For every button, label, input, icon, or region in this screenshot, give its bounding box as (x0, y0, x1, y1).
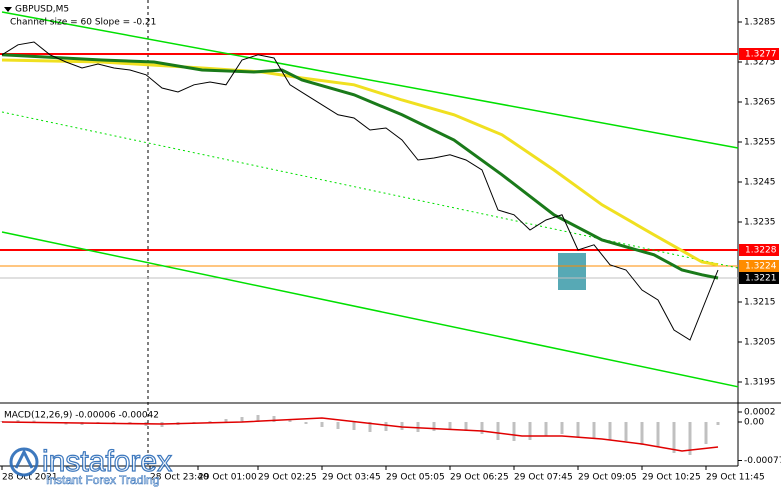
series-line (1, 111, 739, 269)
histogram-bar (640, 422, 644, 445)
histogram-bar (0, 421, 4, 422)
histogram-bar (464, 422, 468, 431)
histogram-bar (496, 422, 500, 440)
y-tick-label: 1.3215 (744, 298, 776, 308)
histogram-bar (224, 419, 228, 422)
x-tick-label: 28 Oct 23:40 (150, 473, 209, 483)
symbol-marker (4, 7, 12, 12)
histogram-bar (480, 422, 484, 434)
highlight-zone (558, 253, 586, 290)
histogram-bar (416, 422, 420, 432)
y-tick-label: 0.0002 (744, 408, 776, 418)
price-level-label: 1.3221 (745, 274, 777, 284)
histogram-bar (560, 422, 564, 434)
histogram-bar (256, 415, 260, 422)
price-level-label: 1.3228 (745, 246, 777, 256)
y-tick-label: 1.3275 (744, 58, 776, 68)
x-tick-label: 28 Oct 2021 (2, 473, 58, 483)
x-tick-label: 29 Oct 02:25 (258, 473, 317, 483)
histogram-bar (592, 422, 596, 438)
y-tick-label: -0.00077 (744, 456, 781, 466)
x-tick-label: 29 Oct 06:25 (450, 473, 509, 483)
series-line (1, 231, 739, 388)
histogram-bar (624, 422, 628, 441)
series-line (1, 53, 719, 280)
price-level-label: 1.3224 (745, 262, 777, 272)
price-level-box (739, 244, 779, 256)
price-level-box (739, 272, 779, 284)
x-tick-label: 29 Oct 09:05 (578, 473, 637, 483)
histogram-bar (304, 422, 308, 424)
x-tick-label: 29 Oct 03:45 (322, 473, 381, 483)
histogram-bar (576, 422, 580, 437)
histogram-bar (400, 422, 404, 430)
y-tick-label: 1.3255 (744, 138, 776, 148)
histogram-bar (656, 422, 660, 447)
histogram-bar (288, 420, 292, 422)
series-line (1, 58, 719, 267)
x-tick-label: 29 Oct 07:45 (514, 473, 573, 483)
series-line (1, 11, 739, 149)
x-tick-label: 29 Oct 01:00 (198, 473, 257, 483)
histogram-bar (608, 422, 612, 440)
y-tick-label: 1.3265 (744, 98, 776, 108)
histogram-bar (384, 422, 388, 431)
y-tick-label: 1.3235 (744, 218, 776, 228)
y-tick-label: 1.3195 (744, 378, 776, 388)
histogram-bar (688, 422, 692, 455)
y-tick-label: 1.3245 (744, 178, 776, 188)
price-level-box (739, 48, 779, 60)
histogram-bar (716, 422, 720, 425)
histogram-bar (448, 422, 452, 430)
x-tick-label: 29 Oct 05:05 (386, 473, 445, 483)
y-tick-label: 1.3285 (744, 18, 776, 28)
watermark-tagline: Instant Forex Trading (46, 473, 159, 487)
histogram-bar (432, 422, 436, 431)
macd-title: MACD(12,26,9) -0.00006 -0.00042 (4, 411, 159, 421)
watermark: instaforex Instant Forex Trading (9, 444, 173, 487)
series-line (1, 417, 719, 452)
histogram-bar (240, 417, 244, 422)
watermark-brand: instaforex (42, 445, 172, 478)
price-level-label: 1.3277 (745, 50, 777, 60)
histogram-bar (544, 422, 548, 436)
x-tick-label: 29 Oct 11:45 (706, 473, 765, 483)
histogram-bar (528, 422, 532, 440)
histogram-bar (352, 422, 356, 430)
watermark-logo-mark (14, 448, 34, 469)
chart-title: GBPUSD,M5 (15, 5, 69, 15)
histogram-bar (512, 422, 516, 441)
series-line (1, 41, 719, 341)
y-tick-label: 0.00 (744, 418, 764, 428)
histogram-bar (672, 422, 676, 453)
chart-subtitle: Channel size = 60 Slope = -0.21 (10, 18, 156, 28)
histogram-bar (336, 422, 340, 429)
histogram-bar (320, 422, 324, 427)
plot-layer: 1.3285 1.3275 1.3265 1.3255 1.3245 1.3235 1.32… (0, 11, 781, 483)
y-tick-label: 1.3205 (744, 338, 776, 348)
histogram-bar (368, 422, 372, 432)
price-level-box (739, 260, 779, 272)
histogram-bar (704, 422, 708, 444)
histogram-bar (32, 420, 36, 422)
x-tick-label: 29 Oct 10:25 (642, 473, 701, 483)
histogram-bar (272, 416, 276, 422)
histogram-bar (208, 421, 212, 422)
histogram-bar (16, 420, 20, 422)
